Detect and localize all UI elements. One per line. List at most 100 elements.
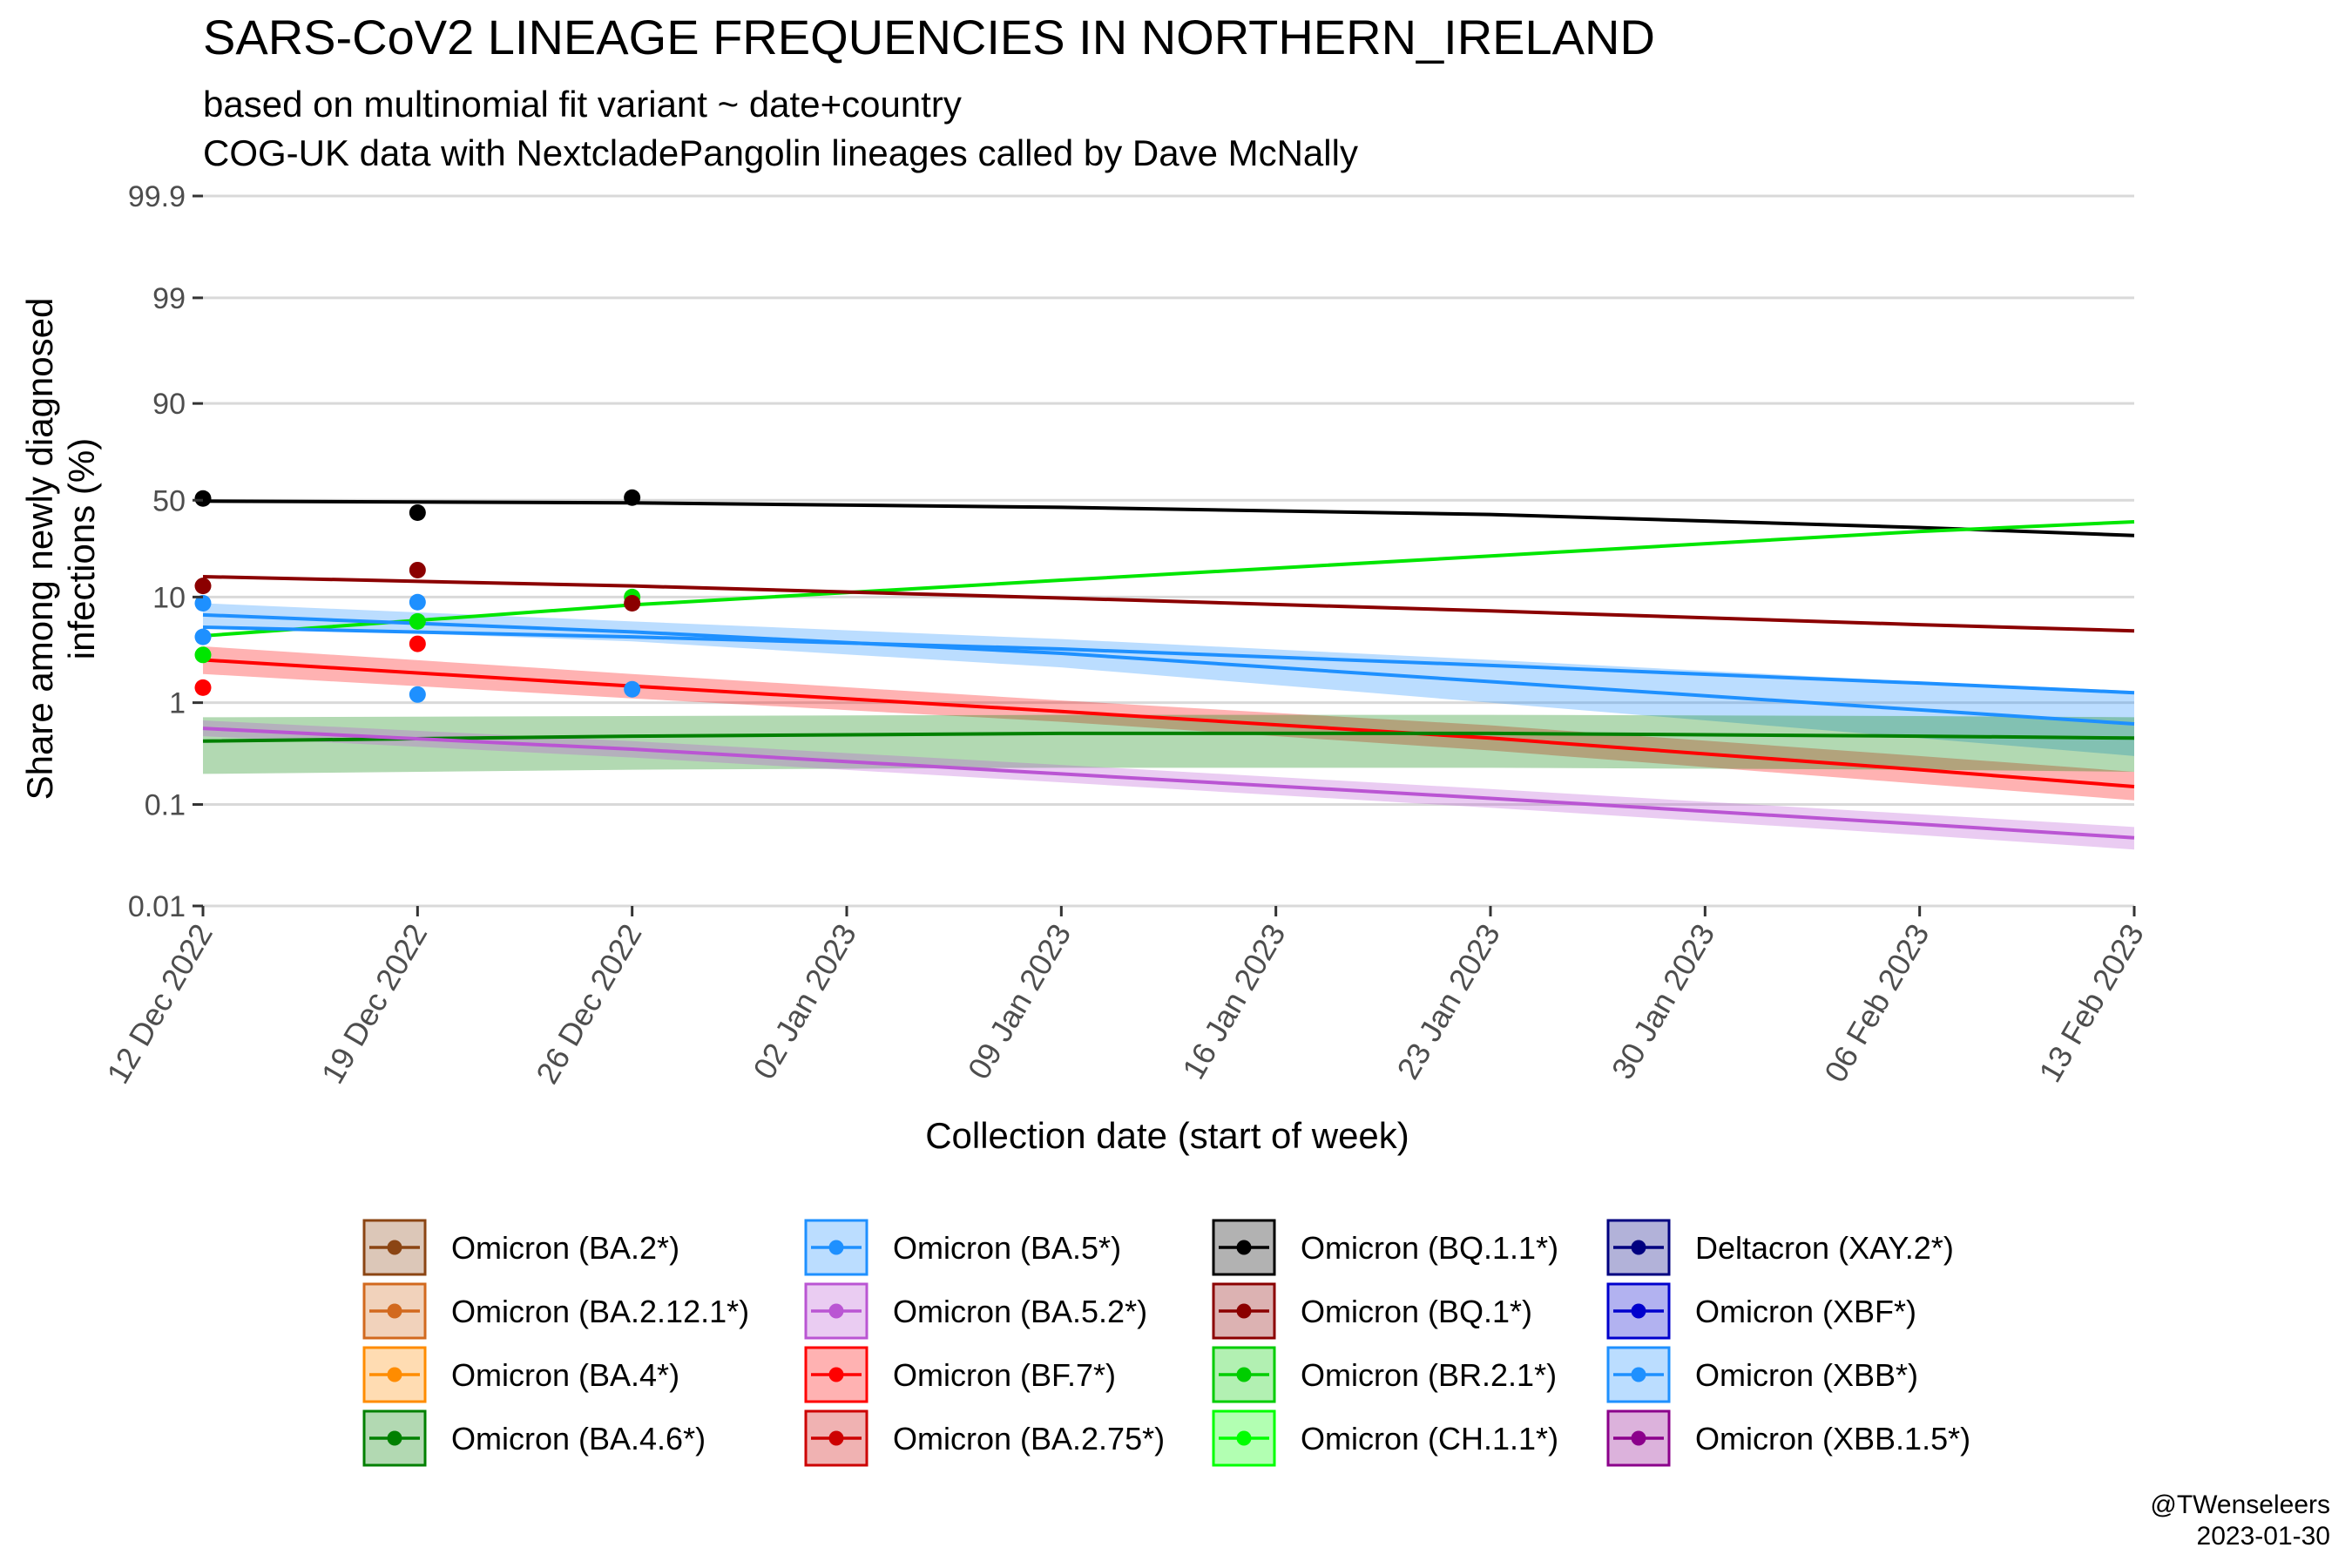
y-axis-title: Share among newly diagnosed infections (… xyxy=(19,298,102,801)
y-tick-label: 99 xyxy=(152,282,186,315)
legend-key-point xyxy=(1631,1430,1646,1446)
legend-label: Omicron (BA.4.6*) xyxy=(451,1421,706,1456)
fit-line xyxy=(202,658,2135,788)
legend-item: Omicron (BF.7*) xyxy=(804,1346,1116,1403)
legend-label: Omicron (BA.2.75*) xyxy=(893,1421,1165,1456)
fit-line xyxy=(202,727,2135,840)
x-tick-label: 23 Jan 2023 xyxy=(1389,918,1507,1085)
caption-handle: @TWenseleers xyxy=(2150,1490,2330,1519)
legend-key-point xyxy=(1236,1240,1252,1255)
fit-line xyxy=(202,612,2135,726)
legend-key-point xyxy=(1236,1367,1252,1382)
legend-key-point xyxy=(1631,1367,1646,1382)
x-tick-label: 26 Dec 2022 xyxy=(529,918,649,1090)
data-point xyxy=(409,561,426,578)
confidence-band xyxy=(203,714,2134,774)
legend-item: Omicron (XBB*) xyxy=(1606,1346,1918,1403)
legend-key-point xyxy=(1236,1430,1252,1446)
y-tick-label: 50 xyxy=(152,484,186,517)
legend-label: Deltacron (XAY.2*) xyxy=(1695,1230,1954,1266)
chart-title: SARS-CoV2 LINEAGE FREQUENCIES IN NORTHER… xyxy=(203,10,1655,64)
grid xyxy=(203,194,2134,908)
legend-item: Omicron (BQ.1.1*) xyxy=(1212,1219,1558,1276)
y-axis-ticks: 0.01 0.1 1 10 50 90 99 99.9 xyxy=(128,180,203,923)
x-tick-label: 09 Jan 2023 xyxy=(961,918,1078,1085)
legend-item: Omicron (CH.1.1*) xyxy=(1212,1409,1558,1467)
legend-label: Omicron (XBF*) xyxy=(1695,1294,1916,1329)
chart-subtitle-2: COG-UK data with NextcladePangolin linea… xyxy=(203,132,1358,173)
legend-label: Omicron (XBB*) xyxy=(1695,1357,1918,1393)
confidence-band xyxy=(203,645,2134,801)
x-tick-label: 06 Feb 2023 xyxy=(1817,918,1936,1089)
caption-date: 2023-01-30 xyxy=(2197,1522,2330,1551)
y-tick-label: 90 xyxy=(152,388,186,421)
fit-line xyxy=(202,499,2135,537)
data-points xyxy=(194,489,641,703)
legend-item: Omicron (XBF*) xyxy=(1606,1282,1916,1340)
x-tick-label: 16 Jan 2023 xyxy=(1175,918,1293,1085)
confidence-band xyxy=(203,603,2134,756)
data-point xyxy=(194,595,212,612)
legend: Omicron (BA.2*) Omicron (BA.2.12.1*) Omicr… xyxy=(362,1219,1970,1467)
legend-label: Omicron (BA.2.12.1*) xyxy=(451,1294,749,1329)
legend-label: Omicron (BA.2*) xyxy=(451,1230,679,1266)
fit-line xyxy=(202,625,2135,695)
chart-subtitle-1: based on multinomial fit variant ~ date+… xyxy=(203,84,962,125)
fit-lines xyxy=(202,499,2135,840)
data-point xyxy=(409,686,426,703)
data-point xyxy=(624,680,641,698)
legend-label: Omicron (XBB.1.5*) xyxy=(1695,1421,1970,1456)
legend-key-point xyxy=(387,1303,402,1319)
x-axis-ticks: 12 Dec 2022 19 Dec 2022 26 Dec 2022 02 Jan … xyxy=(99,906,2151,1090)
fit-line xyxy=(202,731,2135,743)
legend-item: Omicron (BA.2.12.1*) xyxy=(362,1282,749,1340)
legend-key-point xyxy=(828,1367,844,1382)
x-tick-label: 12 Dec 2022 xyxy=(99,918,220,1090)
x-tick-label: 02 Jan 2023 xyxy=(746,918,863,1085)
legend-item: Deltacron (XAY.2*) xyxy=(1606,1219,1954,1276)
legend-label: Omicron (CH.1.1*) xyxy=(1301,1421,1558,1456)
legend-item: Omicron (BA.2*) xyxy=(362,1219,679,1276)
y-tick-label: 99.9 xyxy=(128,180,186,213)
legend-key-point xyxy=(387,1367,402,1382)
data-point xyxy=(624,595,641,612)
legend-item: Omicron (XBB.1.5*) xyxy=(1606,1409,1970,1467)
legend-key-point xyxy=(828,1303,844,1319)
legend-key-point xyxy=(828,1240,844,1255)
legend-key-point xyxy=(1236,1303,1252,1319)
data-point xyxy=(624,489,641,506)
legend-item: Omicron (BA.5.2*) xyxy=(804,1282,1147,1340)
y-axis-title-line-1: Share among newly diagnosed xyxy=(19,298,60,801)
legend-label: Omicron (BR.2.1*) xyxy=(1301,1357,1557,1393)
data-point xyxy=(409,635,426,652)
data-point xyxy=(409,612,426,630)
legend-item: Omicron (BA.5*) xyxy=(804,1219,1121,1276)
legend-item: Omicron (BA.2.75*) xyxy=(804,1409,1165,1467)
legend-item: Omicron (BA.4.6*) xyxy=(362,1409,706,1467)
legend-label: Omicron (BA.4*) xyxy=(451,1357,679,1393)
confidence-bands xyxy=(203,603,2134,850)
x-tick-label: 30 Jan 2023 xyxy=(1605,918,1722,1085)
legend-key-point xyxy=(387,1240,402,1255)
data-point xyxy=(409,504,426,522)
x-axis-title: Collection date (start of week) xyxy=(925,1115,1409,1156)
legend-label: Omicron (BQ.1.1*) xyxy=(1301,1230,1558,1266)
x-tick-label: 13 Feb 2023 xyxy=(2031,918,2151,1089)
fit-line xyxy=(202,520,2135,638)
legend-key-point xyxy=(387,1430,402,1446)
data-point xyxy=(194,490,212,507)
legend-key-point xyxy=(1631,1303,1646,1319)
fit-line xyxy=(202,574,2135,633)
data-point xyxy=(194,679,212,696)
y-tick-label: 0.1 xyxy=(145,789,186,822)
y-axis-title-line-2: infections (%) xyxy=(61,438,102,659)
legend-item: Omicron (BR.2.1*) xyxy=(1212,1346,1557,1403)
data-point xyxy=(409,593,426,611)
legend-label: Omicron (BF.7*) xyxy=(893,1357,1116,1393)
data-point xyxy=(194,628,212,645)
legend-key-point xyxy=(828,1430,844,1446)
legend-label: Omicron (BA.5.2*) xyxy=(893,1294,1147,1329)
y-tick-label: 10 xyxy=(152,581,186,614)
y-tick-label: 0.01 xyxy=(128,890,186,923)
